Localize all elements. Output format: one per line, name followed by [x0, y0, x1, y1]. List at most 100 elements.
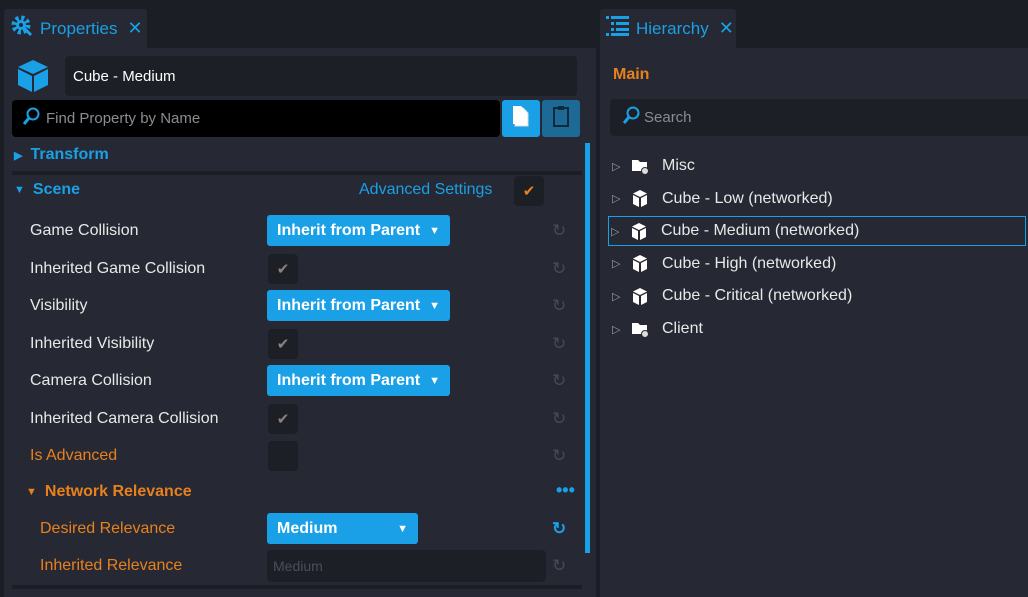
hierarchy-title: Main [613, 66, 650, 83]
more-options-icon[interactable]: ••• [556, 480, 575, 500]
section-transform[interactable]: ▶ Transform [14, 146, 109, 164]
properties-panel [4, 48, 596, 597]
hierarchy-item[interactable]: ▷ Misc [610, 151, 1028, 181]
row-label: Inherited Relevance [40, 557, 183, 574]
check-icon: ✔ [276, 336, 290, 353]
caret-right-icon: ▶ [14, 149, 23, 162]
section-label: Network Relevance [44, 483, 192, 500]
reset-icon[interactable]: ↻ [552, 556, 567, 575]
caret-down-icon: ▼ [397, 522, 408, 535]
check-icon: ✔ [522, 183, 536, 200]
game-collision-dropdown[interactable]: Inherit from Parent ▼ [267, 215, 450, 246]
tab-label: Properties [40, 18, 118, 38]
divider [12, 585, 582, 589]
reset-icon[interactable]: ↻ [552, 296, 567, 315]
clipboard-icon [552, 105, 570, 132]
caret-down-icon: ▼ [26, 486, 37, 498]
row-label: Inherited Visibility [30, 335, 155, 352]
cube-icon [626, 255, 654, 273]
camera-collision-dropdown[interactable]: Inherit from Parent ▼ [267, 365, 450, 396]
search-icon [22, 107, 40, 131]
tab-hierarchy[interactable]: Hierarchy ✕ [600, 9, 736, 48]
row-label: Inherited Camera Collision [30, 410, 219, 427]
search-placeholder: Find Property by Name [46, 110, 201, 127]
object-name-field[interactable]: Cube - Medium [65, 56, 577, 96]
item-label: Cube - Critical (networked) [662, 287, 853, 305]
cube-icon [17, 59, 49, 98]
inherited-visibility-checkbox[interactable]: ✔ [268, 329, 298, 359]
gear-icon [10, 14, 34, 43]
reset-icon[interactable]: ↻ [552, 519, 567, 538]
inherited-relevance-field: Medium [267, 550, 546, 582]
check-icon: ✔ [276, 261, 290, 278]
expand-icon[interactable]: ▷ [612, 323, 621, 336]
hierarchy-item[interactable]: ▷ Cube - Medium (networked) [608, 216, 1026, 247]
caret-down-icon: ▼ [429, 224, 440, 237]
property-search-input[interactable]: Find Property by Name [12, 100, 500, 137]
advanced-settings-checkbox[interactable]: ✔ [514, 176, 544, 206]
expand-icon[interactable]: ▷ [612, 160, 621, 173]
desired-relevance-dropdown[interactable]: Medium ▼ [267, 513, 418, 544]
item-label: Cube - Medium (networked) [661, 222, 860, 240]
item-label: Cube - High (networked) [662, 254, 837, 272]
copy-icon [512, 105, 530, 132]
row-label: Is Advanced [30, 447, 118, 464]
dropdown-value: Inherit from Parent [277, 296, 421, 314]
reset-icon[interactable]: ↻ [552, 371, 567, 390]
row-label: Camera Collision [30, 372, 152, 389]
dropdown-value: Medium [277, 519, 338, 537]
row-label: Inherited Game Collision [30, 260, 206, 277]
expand-icon[interactable]: ▷ [612, 193, 621, 206]
cube-icon [625, 222, 653, 240]
expand-icon[interactable]: ▷ [612, 258, 621, 271]
item-label: Cube - Low (networked) [662, 189, 833, 207]
caret-down-icon: ▼ [429, 374, 440, 387]
hierarchy-item[interactable]: ▷ Cube - High (networked) [610, 249, 1028, 279]
hierarchy-panel [600, 48, 1028, 597]
reset-icon[interactable]: ↻ [552, 221, 567, 240]
expand-icon[interactable]: ▷ [612, 290, 621, 303]
item-label: Client [662, 320, 703, 337]
hierarchy-item[interactable]: ▷ Client [610, 314, 1028, 344]
hierarchy-item[interactable]: ▷ Cube - Critical (networked) [610, 281, 1028, 311]
caret-down-icon: ▼ [429, 299, 440, 312]
reset-icon[interactable]: ↻ [552, 446, 567, 465]
expand-icon[interactable]: ▷ [611, 225, 620, 238]
row-label: Visibility [30, 297, 88, 314]
is-advanced-checkbox[interactable] [268, 441, 298, 471]
row-label: Game Collision [30, 222, 139, 239]
copy-button[interactable] [502, 100, 540, 137]
check-icon: ✔ [276, 411, 290, 428]
section-label: Transform [30, 146, 109, 163]
tab-label: Hierarchy [636, 18, 709, 38]
cube-icon [626, 287, 654, 305]
tab-properties[interactable]: Properties ✕ [4, 9, 147, 48]
close-icon[interactable]: ✕ [718, 18, 734, 38]
dropdown-value: Inherit from Parent [277, 371, 421, 389]
reset-icon[interactable]: ↻ [552, 334, 567, 353]
hierarchy-item[interactable]: ▷ Cube - Low (networked) [610, 184, 1028, 214]
paste-button[interactable] [542, 100, 580, 137]
close-icon[interactable]: ✕ [127, 18, 143, 38]
inherited-game-collision-checkbox[interactable]: ✔ [268, 254, 298, 284]
folder-icon [626, 321, 654, 337]
dropdown-value: Inherit from Parent [277, 221, 421, 239]
section-scene[interactable]: ▼ Scene [14, 181, 80, 199]
divider [12, 171, 582, 175]
reset-icon[interactable]: ↻ [552, 409, 567, 428]
list-icon [606, 15, 630, 42]
cube-icon [626, 190, 654, 208]
advanced-settings-label: Advanced Settings [359, 181, 493, 198]
section-network-relevance[interactable]: ▼ Network Relevance [26, 483, 192, 501]
folder-icon [626, 158, 654, 174]
caret-down-icon: ▼ [14, 184, 25, 196]
reset-icon[interactable]: ↻ [552, 259, 567, 278]
row-label: Desired Relevance [40, 520, 176, 537]
item-label: Misc [662, 157, 695, 174]
scrollbar[interactable] [585, 143, 590, 553]
search-icon [622, 106, 640, 130]
hierarchy-search-input[interactable]: Search [610, 99, 1028, 136]
visibility-dropdown[interactable]: Inherit from Parent ▼ [267, 290, 450, 321]
search-placeholder: Search [644, 109, 692, 126]
inherited-camera-collision-checkbox[interactable]: ✔ [268, 404, 298, 434]
